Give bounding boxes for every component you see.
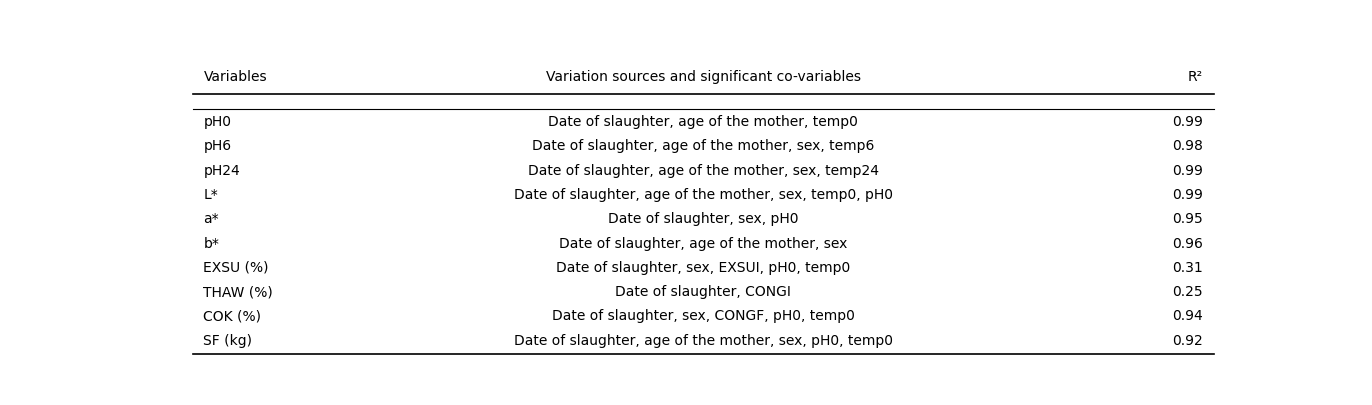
Text: 0.98: 0.98 (1172, 139, 1203, 153)
Text: 0.94: 0.94 (1172, 309, 1203, 324)
Text: 0.95: 0.95 (1172, 212, 1203, 226)
Text: Date of slaughter, age of the mother, sex, temp0, pH0: Date of slaughter, age of the mother, se… (513, 188, 893, 202)
Text: Date of slaughter, age of the mother, sex, pH0, temp0: Date of slaughter, age of the mother, se… (513, 334, 893, 348)
Text: EXSU (%): EXSU (%) (203, 261, 269, 275)
Text: Date of slaughter, age of the mother, sex, temp24: Date of slaughter, age of the mother, se… (528, 164, 878, 177)
Text: R²: R² (1188, 70, 1203, 84)
Text: 0.25: 0.25 (1172, 285, 1203, 299)
Text: 0.99: 0.99 (1172, 164, 1203, 177)
Text: Date of slaughter, sex, pH0: Date of slaughter, sex, pH0 (608, 212, 799, 226)
Text: 0.96: 0.96 (1172, 237, 1203, 251)
Text: pH24: pH24 (203, 164, 240, 177)
Text: pH6: pH6 (203, 139, 232, 153)
Text: Date of slaughter, age of the mother, sex: Date of slaughter, age of the mother, se… (558, 237, 848, 251)
Text: 0.99: 0.99 (1172, 188, 1203, 202)
Text: pH0: pH0 (203, 115, 232, 129)
Text: a*: a* (203, 212, 220, 226)
Text: SF (kg): SF (kg) (203, 334, 252, 348)
Text: Date of slaughter, CONGI: Date of slaughter, CONGI (615, 285, 792, 299)
Text: 0.99: 0.99 (1172, 115, 1203, 129)
Text: b*: b* (203, 237, 220, 251)
Text: Variation sources and significant co-variables: Variation sources and significant co-var… (546, 70, 860, 84)
Text: Date of slaughter, sex, EXSUI, pH0, temp0: Date of slaughter, sex, EXSUI, pH0, temp… (556, 261, 851, 275)
Text: 0.92: 0.92 (1172, 334, 1203, 348)
Text: COK (%): COK (%) (203, 309, 262, 324)
Text: Date of slaughter, sex, CONGF, pH0, temp0: Date of slaughter, sex, CONGF, pH0, temp… (552, 309, 855, 324)
Text: THAW (%): THAW (%) (203, 285, 273, 299)
Text: Variables: Variables (203, 70, 268, 84)
Text: 0.31: 0.31 (1172, 261, 1203, 275)
Text: L*: L* (203, 188, 218, 202)
Text: Date of slaughter, age of the mother, temp0: Date of slaughter, age of the mother, te… (549, 115, 858, 129)
Text: Date of slaughter, age of the mother, sex, temp6: Date of slaughter, age of the mother, se… (532, 139, 874, 153)
